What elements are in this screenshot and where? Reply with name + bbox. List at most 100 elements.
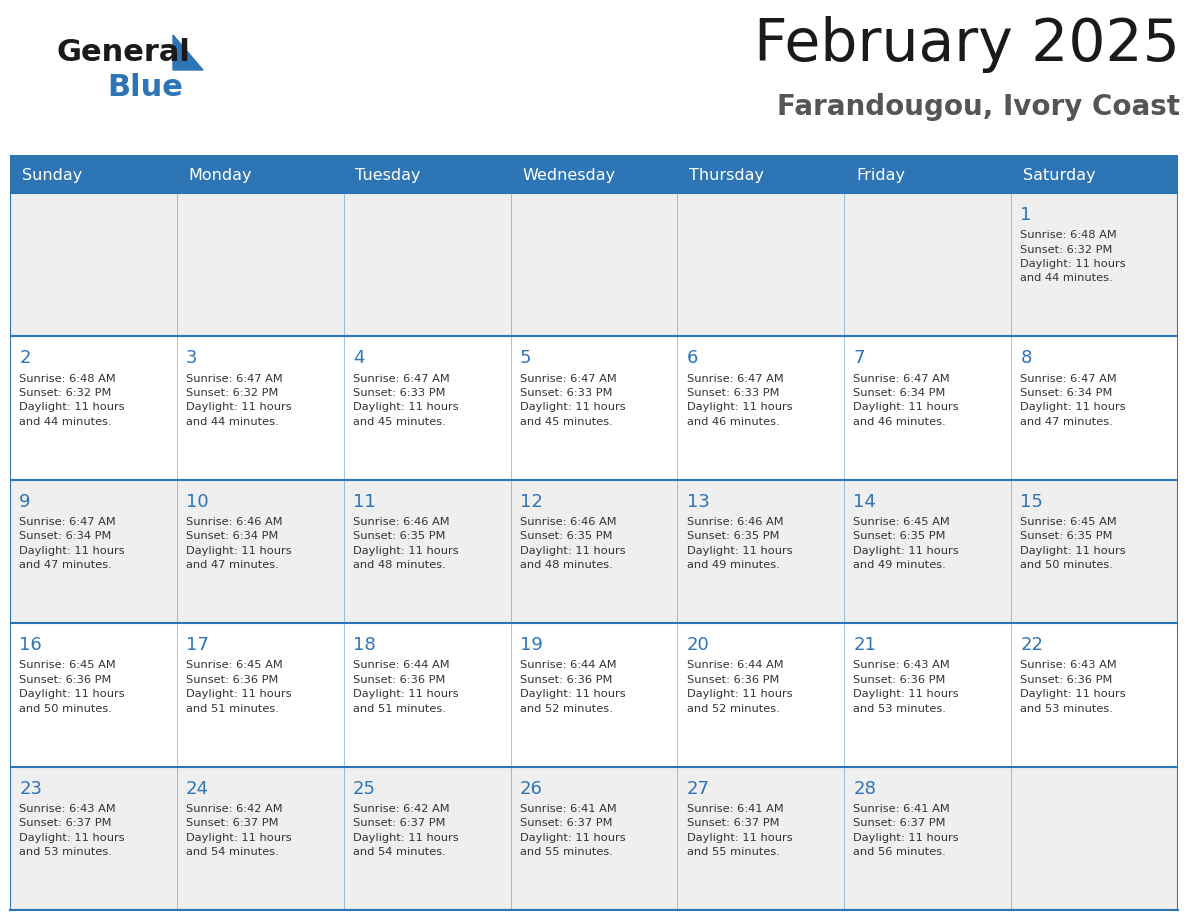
FancyBboxPatch shape bbox=[343, 336, 511, 480]
FancyBboxPatch shape bbox=[177, 336, 343, 480]
Text: 22: 22 bbox=[1020, 636, 1043, 655]
FancyBboxPatch shape bbox=[677, 623, 845, 767]
Text: 2: 2 bbox=[19, 350, 31, 367]
Text: 24: 24 bbox=[187, 779, 209, 798]
FancyBboxPatch shape bbox=[10, 193, 177, 336]
Text: Sunrise: 6:46 AM
Sunset: 6:35 PM
Daylight: 11 hours
and 48 minutes.: Sunrise: 6:46 AM Sunset: 6:35 PM Dayligh… bbox=[353, 517, 459, 570]
Text: Sunrise: 6:42 AM
Sunset: 6:37 PM
Daylight: 11 hours
and 54 minutes.: Sunrise: 6:42 AM Sunset: 6:37 PM Dayligh… bbox=[187, 804, 292, 857]
Text: Sunrise: 6:48 AM
Sunset: 6:32 PM
Daylight: 11 hours
and 44 minutes.: Sunrise: 6:48 AM Sunset: 6:32 PM Dayligh… bbox=[1020, 230, 1126, 284]
FancyBboxPatch shape bbox=[845, 767, 1011, 910]
Text: 8: 8 bbox=[1020, 350, 1031, 367]
Text: Farandougou, Ivory Coast: Farandougou, Ivory Coast bbox=[777, 93, 1180, 121]
Text: 23: 23 bbox=[19, 779, 43, 798]
FancyBboxPatch shape bbox=[845, 193, 1011, 336]
FancyBboxPatch shape bbox=[511, 767, 677, 910]
Text: Sunrise: 6:44 AM
Sunset: 6:36 PM
Daylight: 11 hours
and 52 minutes.: Sunrise: 6:44 AM Sunset: 6:36 PM Dayligh… bbox=[687, 660, 792, 713]
Text: 19: 19 bbox=[519, 636, 543, 655]
Text: Sunrise: 6:47 AM
Sunset: 6:33 PM
Daylight: 11 hours
and 45 minutes.: Sunrise: 6:47 AM Sunset: 6:33 PM Dayligh… bbox=[519, 374, 625, 427]
Text: Sunrise: 6:43 AM
Sunset: 6:36 PM
Daylight: 11 hours
and 53 minutes.: Sunrise: 6:43 AM Sunset: 6:36 PM Dayligh… bbox=[1020, 660, 1126, 713]
Text: 21: 21 bbox=[853, 636, 877, 655]
FancyBboxPatch shape bbox=[677, 193, 845, 336]
Text: 3: 3 bbox=[187, 350, 197, 367]
FancyBboxPatch shape bbox=[177, 193, 343, 336]
FancyBboxPatch shape bbox=[10, 480, 177, 623]
Text: Sunrise: 6:43 AM
Sunset: 6:36 PM
Daylight: 11 hours
and 53 minutes.: Sunrise: 6:43 AM Sunset: 6:36 PM Dayligh… bbox=[853, 660, 959, 713]
Text: February 2025: February 2025 bbox=[754, 17, 1180, 73]
FancyBboxPatch shape bbox=[177, 480, 343, 623]
FancyBboxPatch shape bbox=[10, 336, 177, 480]
Text: 1: 1 bbox=[1020, 206, 1031, 224]
FancyBboxPatch shape bbox=[10, 767, 177, 910]
Text: Sunrise: 6:45 AM
Sunset: 6:36 PM
Daylight: 11 hours
and 50 minutes.: Sunrise: 6:45 AM Sunset: 6:36 PM Dayligh… bbox=[19, 660, 125, 713]
Text: Monday: Monday bbox=[189, 168, 252, 184]
Text: Sunrise: 6:44 AM
Sunset: 6:36 PM
Daylight: 11 hours
and 51 minutes.: Sunrise: 6:44 AM Sunset: 6:36 PM Dayligh… bbox=[353, 660, 459, 713]
Text: 10: 10 bbox=[187, 493, 209, 510]
Text: General: General bbox=[57, 38, 191, 66]
FancyBboxPatch shape bbox=[177, 155, 343, 193]
FancyBboxPatch shape bbox=[10, 155, 177, 193]
Text: Sunrise: 6:45 AM
Sunset: 6:36 PM
Daylight: 11 hours
and 51 minutes.: Sunrise: 6:45 AM Sunset: 6:36 PM Dayligh… bbox=[187, 660, 292, 713]
Text: Sunday: Sunday bbox=[21, 168, 82, 184]
Text: Sunrise: 6:45 AM
Sunset: 6:35 PM
Daylight: 11 hours
and 50 minutes.: Sunrise: 6:45 AM Sunset: 6:35 PM Dayligh… bbox=[1020, 517, 1126, 570]
Polygon shape bbox=[173, 35, 203, 70]
FancyBboxPatch shape bbox=[1011, 336, 1178, 480]
Text: 25: 25 bbox=[353, 779, 375, 798]
Text: Sunrise: 6:47 AM
Sunset: 6:34 PM
Daylight: 11 hours
and 46 minutes.: Sunrise: 6:47 AM Sunset: 6:34 PM Dayligh… bbox=[853, 374, 959, 427]
Text: Sunrise: 6:42 AM
Sunset: 6:37 PM
Daylight: 11 hours
and 54 minutes.: Sunrise: 6:42 AM Sunset: 6:37 PM Dayligh… bbox=[353, 804, 459, 857]
Text: Sunrise: 6:46 AM
Sunset: 6:35 PM
Daylight: 11 hours
and 49 minutes.: Sunrise: 6:46 AM Sunset: 6:35 PM Dayligh… bbox=[687, 517, 792, 570]
Text: 27: 27 bbox=[687, 779, 709, 798]
Text: 6: 6 bbox=[687, 350, 699, 367]
Text: 16: 16 bbox=[19, 636, 42, 655]
FancyBboxPatch shape bbox=[177, 767, 343, 910]
FancyBboxPatch shape bbox=[845, 155, 1011, 193]
Text: 20: 20 bbox=[687, 636, 709, 655]
Text: 12: 12 bbox=[519, 493, 543, 510]
Text: Sunrise: 6:47 AM
Sunset: 6:34 PM
Daylight: 11 hours
and 47 minutes.: Sunrise: 6:47 AM Sunset: 6:34 PM Dayligh… bbox=[19, 517, 125, 570]
Text: 5: 5 bbox=[519, 350, 531, 367]
FancyBboxPatch shape bbox=[511, 336, 677, 480]
Text: Saturday: Saturday bbox=[1023, 168, 1095, 184]
Text: 15: 15 bbox=[1020, 493, 1043, 510]
FancyBboxPatch shape bbox=[343, 767, 511, 910]
Text: Sunrise: 6:47 AM
Sunset: 6:33 PM
Daylight: 11 hours
and 45 minutes.: Sunrise: 6:47 AM Sunset: 6:33 PM Dayligh… bbox=[353, 374, 459, 427]
Text: 11: 11 bbox=[353, 493, 375, 510]
FancyBboxPatch shape bbox=[845, 336, 1011, 480]
FancyBboxPatch shape bbox=[10, 623, 177, 767]
Text: Thursday: Thursday bbox=[689, 168, 764, 184]
FancyBboxPatch shape bbox=[677, 767, 845, 910]
FancyBboxPatch shape bbox=[845, 480, 1011, 623]
FancyBboxPatch shape bbox=[677, 336, 845, 480]
FancyBboxPatch shape bbox=[1011, 480, 1178, 623]
Text: 4: 4 bbox=[353, 350, 365, 367]
Text: Sunrise: 6:47 AM
Sunset: 6:32 PM
Daylight: 11 hours
and 44 minutes.: Sunrise: 6:47 AM Sunset: 6:32 PM Dayligh… bbox=[187, 374, 292, 427]
Text: Sunrise: 6:45 AM
Sunset: 6:35 PM
Daylight: 11 hours
and 49 minutes.: Sunrise: 6:45 AM Sunset: 6:35 PM Dayligh… bbox=[853, 517, 959, 570]
FancyBboxPatch shape bbox=[343, 480, 511, 623]
Text: Sunrise: 6:47 AM
Sunset: 6:34 PM
Daylight: 11 hours
and 47 minutes.: Sunrise: 6:47 AM Sunset: 6:34 PM Dayligh… bbox=[1020, 374, 1126, 427]
Text: 13: 13 bbox=[687, 493, 709, 510]
FancyBboxPatch shape bbox=[1011, 155, 1178, 193]
Text: 14: 14 bbox=[853, 493, 877, 510]
FancyBboxPatch shape bbox=[677, 480, 845, 623]
Text: 17: 17 bbox=[187, 636, 209, 655]
Text: Sunrise: 6:43 AM
Sunset: 6:37 PM
Daylight: 11 hours
and 53 minutes.: Sunrise: 6:43 AM Sunset: 6:37 PM Dayligh… bbox=[19, 804, 125, 857]
FancyBboxPatch shape bbox=[511, 193, 677, 336]
Text: Friday: Friday bbox=[857, 168, 905, 184]
Text: Sunrise: 6:46 AM
Sunset: 6:34 PM
Daylight: 11 hours
and 47 minutes.: Sunrise: 6:46 AM Sunset: 6:34 PM Dayligh… bbox=[187, 517, 292, 570]
Text: 18: 18 bbox=[353, 636, 375, 655]
Text: 7: 7 bbox=[853, 350, 865, 367]
FancyBboxPatch shape bbox=[1011, 623, 1178, 767]
FancyBboxPatch shape bbox=[511, 623, 677, 767]
Text: Sunrise: 6:47 AM
Sunset: 6:33 PM
Daylight: 11 hours
and 46 minutes.: Sunrise: 6:47 AM Sunset: 6:33 PM Dayligh… bbox=[687, 374, 792, 427]
Text: 9: 9 bbox=[19, 493, 31, 510]
FancyBboxPatch shape bbox=[1011, 193, 1178, 336]
Text: Tuesday: Tuesday bbox=[355, 168, 421, 184]
FancyBboxPatch shape bbox=[677, 155, 845, 193]
FancyBboxPatch shape bbox=[511, 155, 677, 193]
Text: Sunrise: 6:46 AM
Sunset: 6:35 PM
Daylight: 11 hours
and 48 minutes.: Sunrise: 6:46 AM Sunset: 6:35 PM Dayligh… bbox=[519, 517, 625, 570]
Text: Sunrise: 6:48 AM
Sunset: 6:32 PM
Daylight: 11 hours
and 44 minutes.: Sunrise: 6:48 AM Sunset: 6:32 PM Dayligh… bbox=[19, 374, 125, 427]
Text: Sunrise: 6:41 AM
Sunset: 6:37 PM
Daylight: 11 hours
and 55 minutes.: Sunrise: 6:41 AM Sunset: 6:37 PM Dayligh… bbox=[687, 804, 792, 857]
Text: Sunrise: 6:44 AM
Sunset: 6:36 PM
Daylight: 11 hours
and 52 minutes.: Sunrise: 6:44 AM Sunset: 6:36 PM Dayligh… bbox=[519, 660, 625, 713]
Text: Sunrise: 6:41 AM
Sunset: 6:37 PM
Daylight: 11 hours
and 55 minutes.: Sunrise: 6:41 AM Sunset: 6:37 PM Dayligh… bbox=[519, 804, 625, 857]
Text: Blue: Blue bbox=[107, 73, 183, 103]
FancyBboxPatch shape bbox=[177, 623, 343, 767]
